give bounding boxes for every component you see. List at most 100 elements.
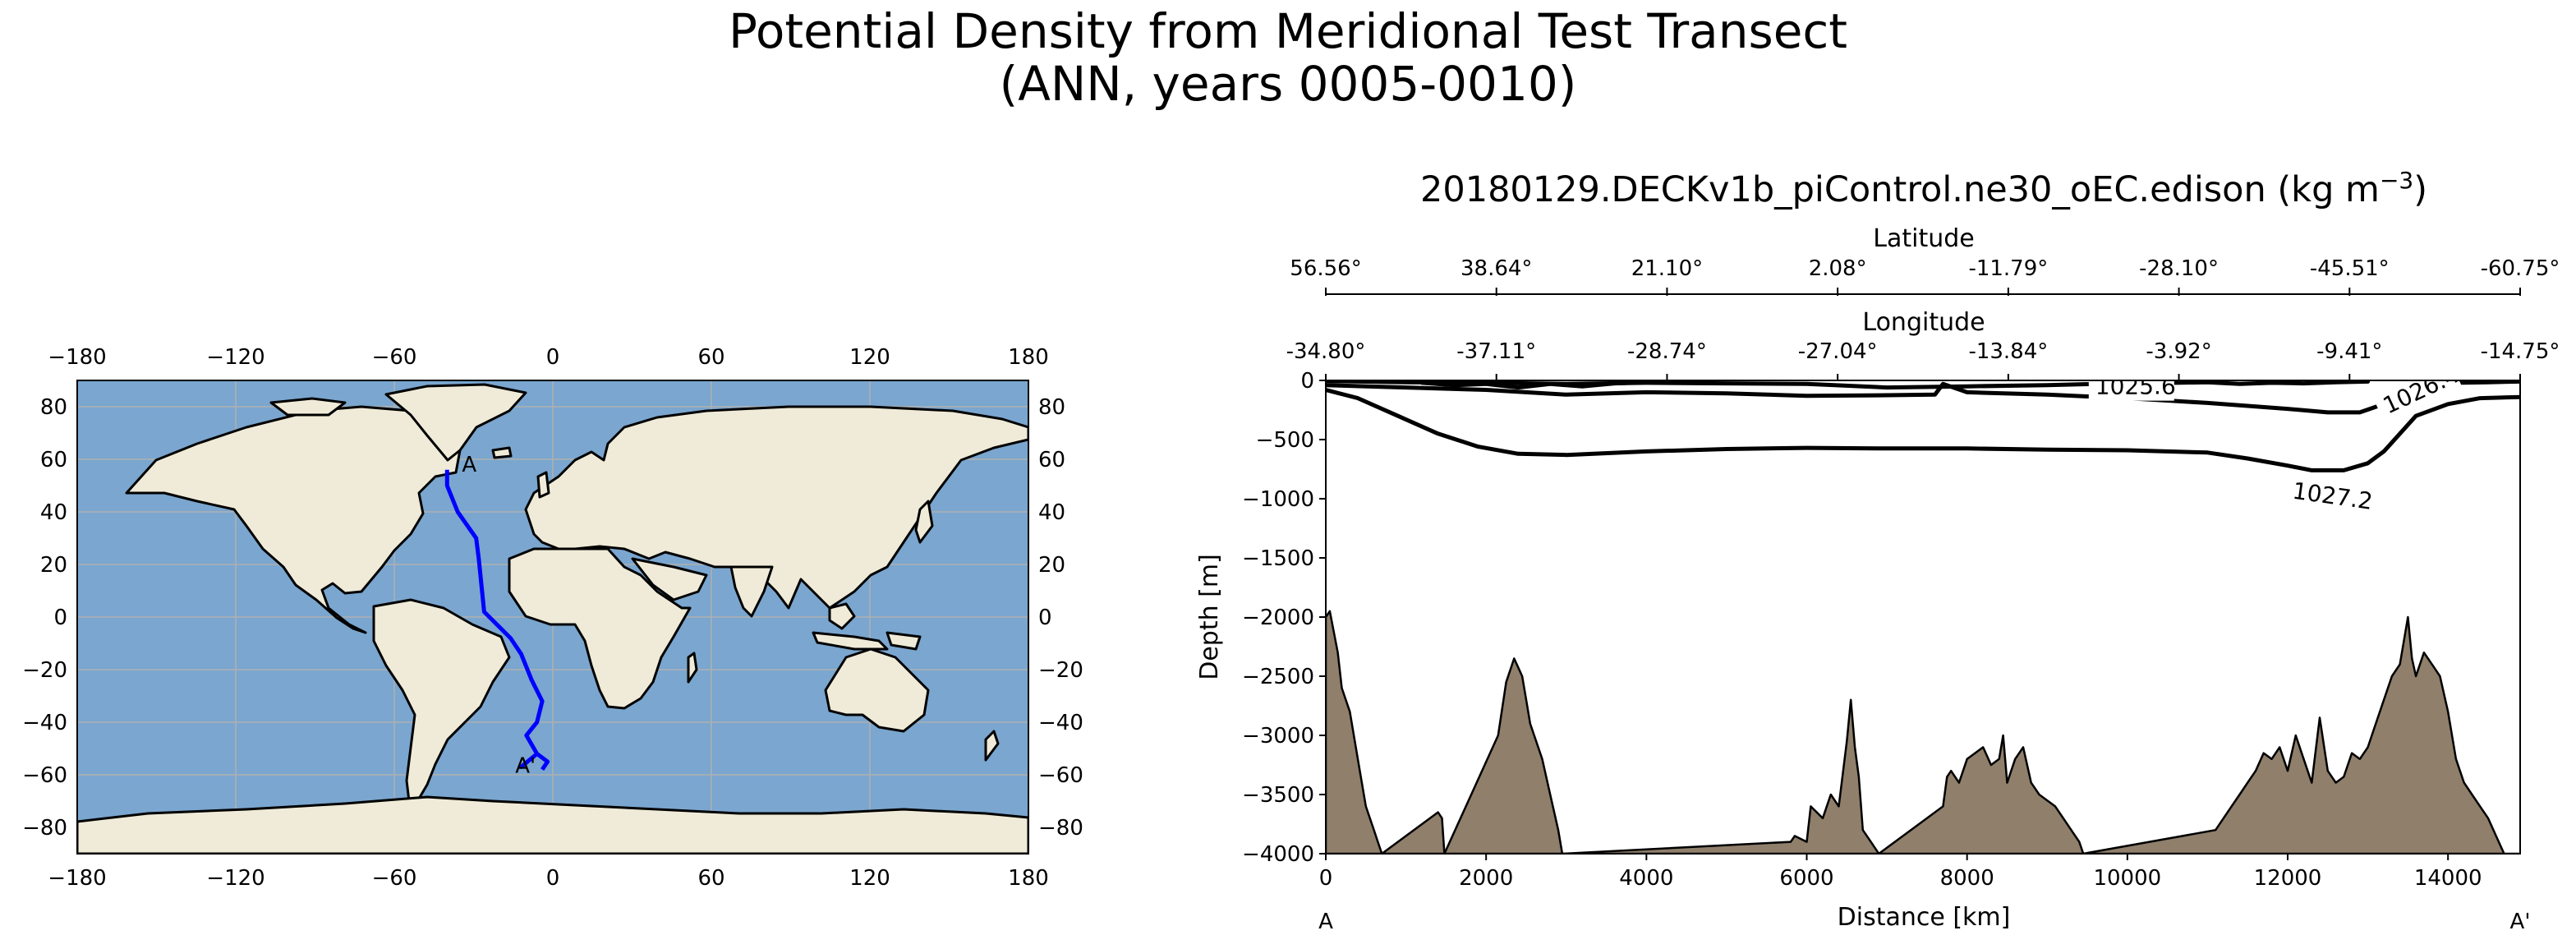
land-masses: [77, 383, 1028, 854]
contour-line: [1326, 388, 2520, 472]
section-x-tick-label: 12000: [2254, 866, 2322, 891]
contour-label-background: [2284, 474, 2373, 516]
section-y-tick-label: −500: [1256, 428, 1314, 453]
map-bottom-tick-label: −180: [48, 866, 106, 891]
latitude-tick-label: 2.08°: [1809, 256, 1867, 281]
latitude-axis-label: Latitude: [1873, 224, 1974, 253]
map-right-tick-label: 0: [1038, 606, 1052, 630]
new-guinea-landmass: [886, 631, 922, 651]
longitude-tick-label: -37.11°: [1456, 339, 1536, 364]
section-title-suffix: ): [2413, 169, 2427, 210]
transect-labels: A A': [462, 453, 536, 779]
map-top-tick-label: 60: [697, 345, 724, 370]
japan-landmass: [914, 500, 934, 544]
longitude-ticks: -34.80° -37.11° -28.74° -27.04° -13.84° -3.92…: [1286, 339, 2560, 380]
section-end-label: A': [2510, 910, 2531, 934]
latitude-tick-label: 21.10°: [1631, 256, 1703, 281]
latitude-tick-label: -11.79°: [1968, 256, 2048, 281]
map-bottom-tick-label: −60: [372, 866, 417, 891]
map-left-tick-label: −20: [22, 658, 67, 683]
longitude-axis-label: Longitude: [1862, 308, 1985, 337]
section-panel: 20180129.DECKv1b_piControl.ne30_oEC.edis…: [1195, 167, 2560, 935]
section-y-tick-label: −1500: [1242, 546, 1314, 571]
section-y-tick-label: −3500: [1242, 783, 1314, 808]
map-left-tick-label: 40: [40, 500, 67, 525]
map-left-tick-label: −40: [22, 711, 67, 735]
longitude-tick-label: -27.04°: [1798, 339, 1878, 364]
south-america-landmass: [372, 598, 511, 803]
eurasia-landmass: [524, 405, 1028, 610]
borneo-landmass: [828, 602, 856, 630]
section-y-tick-label: −2000: [1242, 606, 1314, 630]
map-right-tick-label: 80: [1038, 395, 1065, 420]
section-title: 20180129.DECKv1b_piControl.ne30_oEC.edis…: [1420, 167, 2427, 211]
map-top-tick-label: 180: [1008, 345, 1049, 370]
map-right-tick-label: −20: [1038, 658, 1083, 683]
section-y-tick-label: −2500: [1242, 665, 1314, 689]
contour-line: [1326, 380, 2098, 390]
map-left-tick-label: 80: [40, 395, 67, 420]
section-y-tick-label: −1000: [1242, 487, 1314, 512]
map-top-tick-label: −180: [48, 345, 106, 370]
latitude-tick-label: 56.56°: [1290, 256, 1361, 281]
section-x-tick-label: 14000: [2414, 866, 2482, 891]
indonesia-landmass: [812, 631, 889, 651]
section-xlabel: Distance [km]: [1838, 903, 2011, 932]
map-right-tick-label: 20: [1038, 553, 1065, 578]
transect-end-label: A': [515, 754, 536, 779]
contour-label-background: [2088, 380, 2174, 401]
bathymetry-profile: [1326, 610, 2520, 854]
madagascar-landmass: [687, 652, 698, 684]
figure-title-line2: (ANN, years 0005-0010): [999, 56, 1577, 112]
transect-line-group: [444, 469, 550, 772]
map-bottom-tick-label: 0: [546, 866, 560, 891]
map-right-tick-label: 40: [1038, 500, 1065, 525]
section-x-tick-label: 0: [1319, 866, 1333, 891]
north-america-landmass: [125, 405, 462, 634]
map-frame: [76, 380, 1029, 855]
section-x-tick-label: 10000: [2093, 866, 2161, 891]
arabia-landmass: [631, 557, 708, 601]
india-landmass: [729, 565, 774, 618]
latitude-tick-label: -45.51°: [2310, 256, 2390, 281]
latitude-ticks: 56.56° 38.64° 21.10° 2.08° -11.79° -28.10° -45…: [1290, 256, 2560, 296]
latitude-tick-label: -60.75°: [2481, 256, 2560, 281]
latitude-tick-label: 38.64°: [1460, 256, 1532, 281]
bathymetry: [1326, 610, 2520, 854]
longitude-tick-label: -3.92°: [2146, 339, 2211, 364]
section-x-tick-label: 8000: [1940, 866, 1994, 891]
contour-label: 1025.6: [2095, 373, 2176, 400]
map-right-tick-label: −80: [1038, 816, 1083, 841]
map-left-tick-label: −60: [22, 763, 67, 788]
map-top-tick-label: −120: [206, 345, 264, 370]
map-left-tick-label: −80: [22, 816, 67, 841]
section-x-tick-label: 6000: [1779, 866, 1833, 891]
section-title-main: 20180129.DECKv1b_piControl.ne30_oEC.edis…: [1420, 169, 2380, 210]
figure-title-line1: Potential Density from Meridional Test T…: [728, 3, 1848, 59]
map-right-tick-label: −40: [1038, 711, 1083, 735]
transect-line: [444, 469, 550, 772]
longitude-tick-label: -34.80°: [1286, 339, 1366, 364]
contour-label-background: [2371, 380, 2463, 423]
map-right-tick-label: −60: [1038, 763, 1083, 788]
transect-start-label: A: [462, 453, 476, 477]
latitude-tick-label: -28.10°: [2139, 256, 2219, 281]
section-tick-labels: 0 2000 4000 6000 8000 10000 12000 14000 0 −500 −10…: [1242, 369, 2482, 891]
section-start-label: A: [1318, 910, 1333, 934]
map-left-tick-label: 20: [40, 553, 67, 578]
map-top-tick-label: 0: [546, 345, 560, 370]
section-x-tick-label: 4000: [1619, 866, 1673, 891]
map-bottom-tick-label: 60: [697, 866, 724, 891]
uk-landmass: [536, 471, 550, 499]
map-top-tick-label: −60: [372, 345, 417, 370]
map-left-tick-label: 0: [53, 606, 67, 630]
map-top-tick-label: 120: [849, 345, 890, 370]
map-right-tick-label: 60: [1038, 448, 1065, 472]
australia-landmass: [824, 647, 930, 733]
section-y-tick-label: −3000: [1242, 724, 1314, 749]
map-bottom-tick-label: 180: [1008, 866, 1049, 891]
section-title-exponent: −3: [2380, 167, 2413, 194]
longitude-tick-label: -28.74°: [1627, 339, 1707, 364]
